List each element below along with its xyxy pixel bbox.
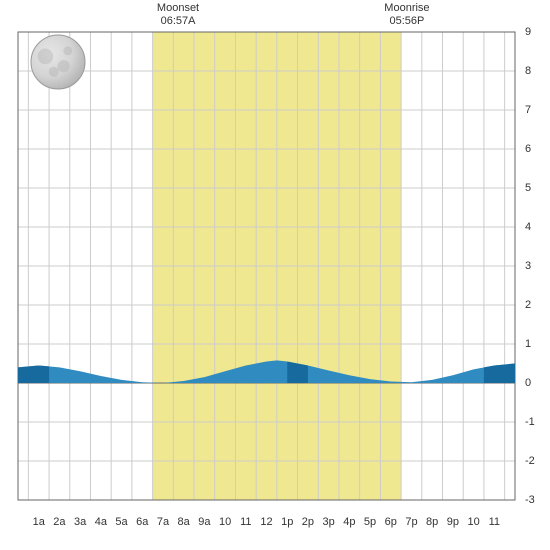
moon-phase-icon bbox=[30, 34, 86, 90]
ytick-label: 3 bbox=[525, 260, 545, 272]
ytick-label: 7 bbox=[525, 104, 545, 116]
xtick-label: 1p bbox=[277, 516, 297, 528]
xtick-label: 12 bbox=[257, 516, 277, 528]
xtick-label: 1a bbox=[29, 516, 49, 528]
ytick-label: 0 bbox=[525, 377, 545, 389]
ytick-label: -2 bbox=[525, 455, 545, 467]
xtick-label: 6p bbox=[381, 516, 401, 528]
xtick-label: 10 bbox=[215, 516, 235, 528]
ytick-label: 1 bbox=[525, 338, 545, 350]
xtick-label: 8p bbox=[422, 516, 442, 528]
ytick-label: 8 bbox=[525, 65, 545, 77]
xtick-label: 3a bbox=[70, 516, 90, 528]
ytick-label: 2 bbox=[525, 299, 545, 311]
tide-chart: Moonset 06:57A Moonrise 05:56P -3-2-1012… bbox=[0, 0, 550, 550]
xtick-label: 6a bbox=[132, 516, 152, 528]
ytick-label: -3 bbox=[525, 494, 545, 506]
moonset-label: Moonset 06:57A bbox=[157, 2, 199, 28]
xtick-label: 5p bbox=[360, 516, 380, 528]
moonrise-label: Moonrise 05:56P bbox=[384, 2, 429, 28]
moonrise-title: Moonrise bbox=[384, 2, 429, 15]
xtick-label: 7p bbox=[401, 516, 421, 528]
xtick-label: 9p bbox=[443, 516, 463, 528]
xtick-label: 7a bbox=[153, 516, 173, 528]
xtick-label: 3p bbox=[319, 516, 339, 528]
moonrise-time: 05:56P bbox=[384, 15, 429, 28]
xtick-label: 11 bbox=[236, 516, 256, 528]
xtick-label: 4p bbox=[339, 516, 359, 528]
xtick-label: 2p bbox=[298, 516, 318, 528]
ytick-label: 4 bbox=[525, 221, 545, 233]
ytick-label: 5 bbox=[525, 182, 545, 194]
ytick-label: 6 bbox=[525, 143, 545, 155]
xtick-label: 10 bbox=[464, 516, 484, 528]
xtick-label: 8a bbox=[174, 516, 194, 528]
ytick-label: -1 bbox=[525, 416, 545, 428]
xtick-label: 9a bbox=[194, 516, 214, 528]
xtick-label: 4a bbox=[91, 516, 111, 528]
xtick-label: 5a bbox=[112, 516, 132, 528]
moonset-time: 06:57A bbox=[157, 15, 199, 28]
xtick-label: 2a bbox=[49, 516, 69, 528]
ytick-label: 9 bbox=[525, 26, 545, 38]
moonset-title: Moonset bbox=[157, 2, 199, 15]
xtick-label: 11 bbox=[484, 516, 504, 528]
